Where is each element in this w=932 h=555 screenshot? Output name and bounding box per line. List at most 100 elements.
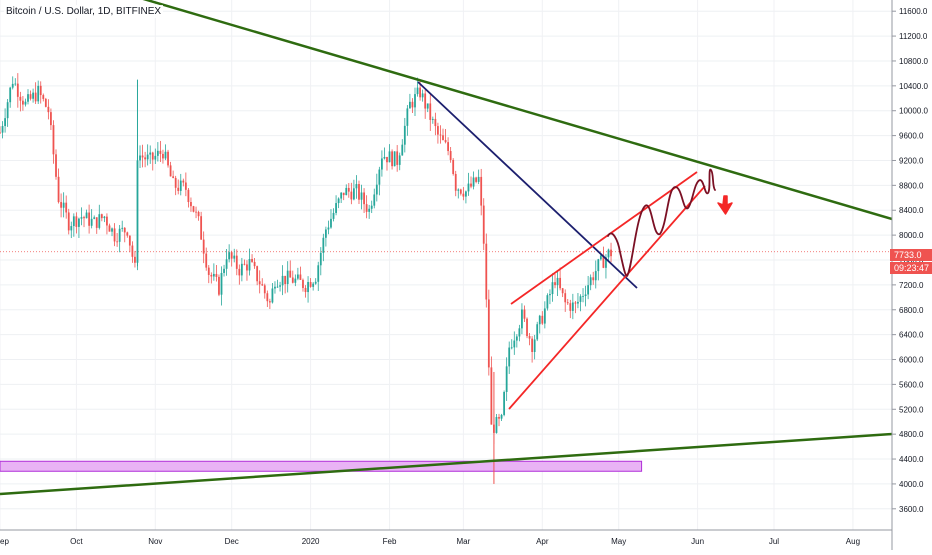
candle-body — [487, 299, 490, 368]
candle-body — [116, 241, 119, 243]
candle-body — [141, 155, 144, 158]
candle-body — [118, 228, 121, 242]
y-tick-label: 11200.0 — [899, 32, 928, 41]
candle-body — [296, 274, 299, 279]
candle-body — [363, 192, 365, 205]
candle-body — [431, 118, 434, 120]
candle-body — [594, 271, 597, 281]
trendlines — [0, 0, 893, 496]
y-tick-label: 8800.0 — [899, 181, 924, 190]
candle-body — [533, 339, 536, 353]
candle-body — [391, 151, 393, 167]
candle-body — [449, 151, 452, 160]
y-tick-label: 4000.0 — [899, 480, 924, 489]
candle-body — [605, 257, 607, 268]
x-tick-label: 2020 — [302, 537, 320, 546]
candle-body — [607, 249, 610, 258]
candle-body — [0, 132, 1, 134]
ascending-support-line — [0, 432, 893, 496]
candle-body — [113, 228, 116, 242]
candle-body — [541, 315, 544, 324]
candle-body — [319, 252, 322, 266]
candle-body — [207, 267, 210, 275]
candle-body — [47, 106, 50, 113]
candle-body — [235, 255, 238, 269]
candle-body — [467, 183, 470, 192]
candle-body — [515, 336, 518, 341]
candle-body — [597, 259, 600, 272]
candle-body — [480, 176, 483, 206]
candle-body — [340, 192, 343, 199]
candle-body — [192, 206, 195, 212]
candle-body — [398, 155, 401, 165]
candle-body — [100, 214, 103, 219]
candle-body — [373, 194, 376, 206]
candle-body — [518, 328, 521, 337]
candle-body — [240, 263, 243, 276]
candle-body — [421, 93, 424, 98]
candle-body — [307, 282, 309, 293]
candle-body — [248, 259, 251, 271]
candle-body — [531, 338, 534, 353]
candle-body — [24, 101, 27, 105]
candle-body — [151, 152, 154, 160]
candle-body — [332, 212, 335, 219]
candle-body — [434, 118, 437, 127]
down-arrow-icon — [717, 195, 733, 215]
candle-body — [286, 270, 289, 285]
candle-body — [312, 283, 315, 287]
candle-body — [258, 281, 261, 285]
candle-body — [508, 347, 511, 367]
candle-body — [495, 417, 498, 433]
candle-body — [85, 212, 88, 219]
candle-body — [291, 277, 294, 283]
candle-body — [62, 202, 65, 208]
candle-body — [610, 249, 612, 257]
candle-body — [177, 187, 180, 191]
y-tick-label: 5200.0 — [899, 405, 924, 414]
candle-body — [106, 216, 108, 226]
candle-body — [528, 336, 531, 339]
candle-body — [352, 188, 355, 200]
candle-body — [426, 103, 429, 109]
candle-body — [212, 273, 215, 277]
chart-title: Bitcoin / U.S. Dollar, 1D, BITFINEX — [4, 5, 164, 18]
candle-body — [569, 303, 572, 311]
candles — [0, 73, 612, 484]
candle-body — [439, 134, 442, 136]
candle-body — [383, 156, 386, 159]
candle-body — [281, 275, 284, 286]
candle-body — [167, 151, 169, 166]
candle-body — [302, 279, 304, 288]
x-tick-label: Mar — [456, 537, 470, 546]
y-tick-label: 6400.0 — [899, 331, 924, 340]
candle-body — [182, 180, 185, 183]
support-zone — [0, 460, 643, 472]
y-tick-label: 11600.0 — [899, 7, 928, 16]
candle-body — [131, 245, 134, 257]
candle-body — [195, 211, 197, 213]
candle-body — [11, 83, 14, 88]
candle-body — [386, 156, 388, 163]
candle-body — [355, 184, 358, 189]
candle-body — [459, 189, 462, 194]
candle-body — [589, 277, 592, 286]
candle-body — [251, 259, 253, 262]
candle-body — [32, 92, 34, 99]
candle-body — [409, 101, 411, 109]
y-tick-label: 7200.0 — [899, 281, 924, 290]
candle-body — [4, 118, 6, 127]
candle-body — [146, 154, 149, 160]
candle-body — [536, 324, 539, 340]
candle-body — [401, 144, 404, 156]
candle-body — [424, 93, 427, 109]
candle-body — [65, 202, 68, 213]
candle-body — [126, 232, 129, 236]
candle-body — [263, 285, 266, 294]
candle-body — [78, 218, 80, 227]
candle-body — [577, 301, 579, 304]
candle-body — [554, 282, 556, 286]
navy-trendline — [417, 81, 638, 289]
